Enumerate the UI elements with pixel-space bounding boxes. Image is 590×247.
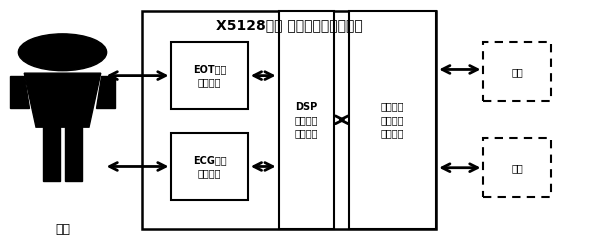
Text: EOT光电
控制模块: EOT光电 控制模块	[193, 64, 227, 87]
Text: 显示: 显示	[512, 67, 523, 77]
Polygon shape	[24, 73, 101, 127]
Bar	[278, 11, 335, 229]
Bar	[483, 42, 551, 102]
Text: 按键: 按键	[512, 163, 523, 173]
Text: X5128系列 多模式生物电传感器: X5128系列 多模式生物电传感器	[216, 18, 362, 32]
Circle shape	[18, 34, 107, 71]
Polygon shape	[65, 127, 82, 181]
Polygon shape	[9, 76, 29, 107]
Bar	[171, 133, 248, 200]
Text: 控制单元
接口单元
供电单元: 控制单元 接口单元 供电单元	[381, 102, 405, 138]
Text: ECG心电
控制模块: ECG心电 控制模块	[193, 155, 227, 178]
Text: DSP
数字信号
处理模块: DSP 数字信号 处理模块	[295, 102, 318, 138]
Polygon shape	[43, 127, 60, 181]
Bar	[483, 138, 551, 197]
Bar	[142, 11, 436, 229]
Text: 人体: 人体	[55, 224, 70, 236]
Polygon shape	[96, 76, 116, 107]
Bar	[349, 11, 436, 229]
Bar	[171, 42, 248, 109]
